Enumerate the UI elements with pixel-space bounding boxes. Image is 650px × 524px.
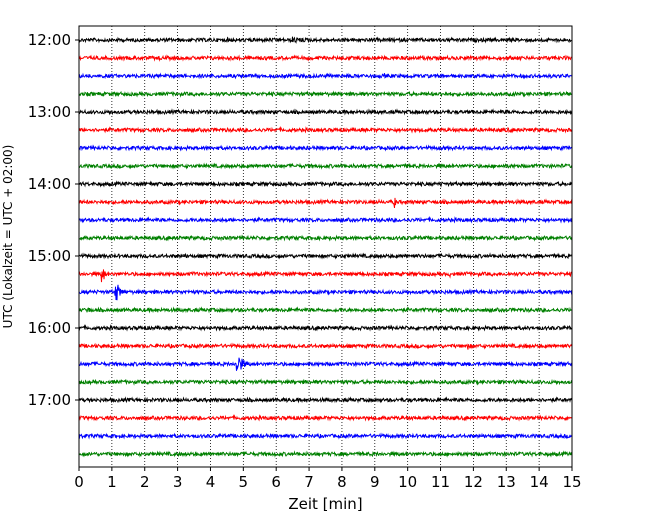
x-tick-label: 9 [370,473,380,491]
y-tick-label: 17:00 [28,391,71,409]
x-tick-label: 7 [304,473,314,491]
trace-row-5 [78,126,573,134]
plot-frame [78,25,573,468]
x-tick-label: 11 [431,473,450,491]
x-tick-label: 12 [464,473,483,491]
y-tick-label: 15:00 [28,247,71,265]
x-tick-label: 2 [140,473,150,491]
y-tick-label: 12:00 [28,31,71,49]
y-tick-label: 13:00 [28,103,71,121]
trace-row-8 [78,180,573,188]
trace-row-6 [78,144,573,152]
trace-row-10 [78,216,573,224]
trace-row-17 [78,342,573,350]
y-tick-label: 14:00 [28,175,71,193]
trace-row-19 [78,378,573,386]
trace-row-4 [78,108,573,116]
x-axis-label: Zeit [min] [288,495,362,513]
trace-row-9 [78,197,573,209]
trace-row-21 [78,414,573,422]
trace-row-7 [78,162,573,170]
x-tick-label: 0 [74,473,84,491]
trace-row-11 [78,234,573,242]
trace-row-14 [78,284,573,301]
x-tick-label: 3 [173,473,183,491]
x-tick-label: 6 [271,473,281,491]
trace-layer [78,36,573,458]
trace-row-23 [78,450,573,458]
axis-layer: 0 1 2 3 4 5 6 7 8 9 10 11 12 13 14 1512:0013:0014:0015:… [28,31,582,491]
x-tick-label: 5 [239,473,249,491]
x-tick-label: 8 [337,473,347,491]
trace-row-13 [78,269,573,283]
trace-row-3 [78,90,573,98]
trace-row-0 [78,36,573,44]
y-axis-label: UTC (Lokalzeit = UTC + 02:00) [1,145,15,329]
trace-row-18 [78,357,573,371]
x-tick-label: 1 [107,473,117,491]
y-tick-label: 16:00 [28,319,71,337]
trace-row-1 [78,54,573,62]
trace-row-15 [78,306,573,314]
x-tick-label: 13 [497,473,516,491]
trace-row-16 [78,324,573,332]
x-tick-label: 15 [562,473,581,491]
x-tick-label: 10 [398,473,417,491]
trace-row-20 [78,396,573,404]
trace-row-22 [78,432,573,440]
trace-row-2 [79,72,573,80]
trace-row-12 [78,252,573,260]
x-tick-label: 4 [206,473,216,491]
x-tick-label: 14 [530,473,549,491]
